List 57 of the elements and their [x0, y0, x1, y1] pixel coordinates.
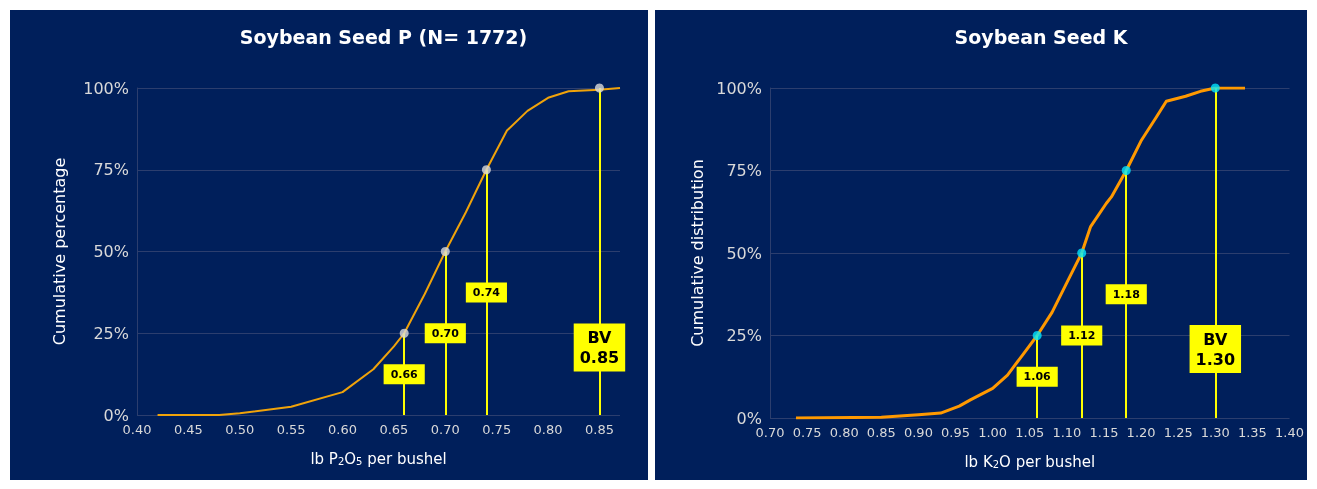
- point: [1210, 83, 1220, 93]
- point: [1032, 331, 1042, 340]
- y-tick-label: 100%: [83, 78, 129, 98]
- y-tick-label: 25%: [93, 323, 129, 343]
- x-tick-label: 1.35: [1237, 425, 1267, 440]
- y-tick-label: 50%: [726, 243, 762, 263]
- y-tick-label: 75%: [93, 160, 129, 180]
- ref-line-label: 0.66: [390, 367, 419, 381]
- x-tick-label: 1.15: [1089, 425, 1119, 440]
- x-tick-label: 0.95: [941, 425, 971, 440]
- x-tick-label: 0.50: [225, 422, 255, 437]
- x-tick-label: 0.85: [866, 425, 896, 440]
- y-tick-label: 0%: [103, 405, 129, 425]
- x-tick-label: 1.30: [1200, 425, 1230, 440]
- point: [399, 328, 409, 338]
- x-tick-label: 0.80: [829, 425, 859, 440]
- x-tick-label: 0.80: [533, 422, 563, 437]
- x-tick-label: 0.60: [328, 422, 358, 437]
- x-tick-label: 0.75: [482, 422, 512, 437]
- x-tick-label: 1.00: [978, 425, 1008, 440]
- ref-line-label: 1.12: [1068, 329, 1096, 342]
- x-tick-label: 0.70: [755, 425, 785, 440]
- ref-line-label: 1.06: [1023, 370, 1052, 384]
- x-tick-label: 0.70: [430, 422, 460, 437]
- x-tick-label: 0.55: [276, 422, 306, 437]
- point: [440, 247, 450, 256]
- point: [1121, 166, 1131, 175]
- y-tick-label: 0%: [736, 408, 762, 428]
- chart-title: Soybean Seed P (N= 1772): [239, 25, 528, 48]
- y-tick-label: 75%: [726, 161, 762, 180]
- x-tick-label: 1.05: [1015, 425, 1045, 440]
- x-tick-label: 0.45: [173, 422, 203, 437]
- point: [481, 165, 491, 175]
- y-tick-label: 100%: [716, 78, 762, 98]
- y-tick-label: 25%: [726, 326, 762, 345]
- y-axis-title: Cumulative percentage: [49, 157, 69, 346]
- x-tick-label: 0.40: [122, 422, 152, 437]
- x-tick-label: 1.20: [1126, 425, 1156, 440]
- x-tick-label: 0.65: [379, 422, 409, 437]
- x-tick-label: 1.40: [1275, 425, 1304, 440]
- y-tick-label: 50%: [93, 242, 129, 261]
- x-axis-title: lb K2O per bushel: [964, 452, 1096, 471]
- chart-title: Soybean Seed K: [954, 25, 1129, 48]
- point: [594, 83, 604, 93]
- x-tick-label: 1.25: [1163, 425, 1193, 440]
- ref-line-label: 0.70: [431, 326, 460, 340]
- x-tick-label: 1.10: [1052, 425, 1082, 440]
- ref-line-label: BV 1.30: [1195, 329, 1236, 369]
- point: [1077, 248, 1087, 258]
- ref-line-label: BV 0.85: [579, 328, 620, 367]
- x-tick-label: 0.85: [584, 422, 614, 437]
- ref-line-label: 1.18: [1112, 287, 1140, 301]
- y-axis-title: Cumulative distribution: [687, 159, 707, 347]
- ref-line-label: 0.74: [472, 285, 501, 299]
- x-tick-label: 0.90: [903, 425, 933, 440]
- x-axis-title: lb P2O5 per bushel: [310, 449, 447, 468]
- x-tick-label: 0.75: [792, 425, 822, 440]
